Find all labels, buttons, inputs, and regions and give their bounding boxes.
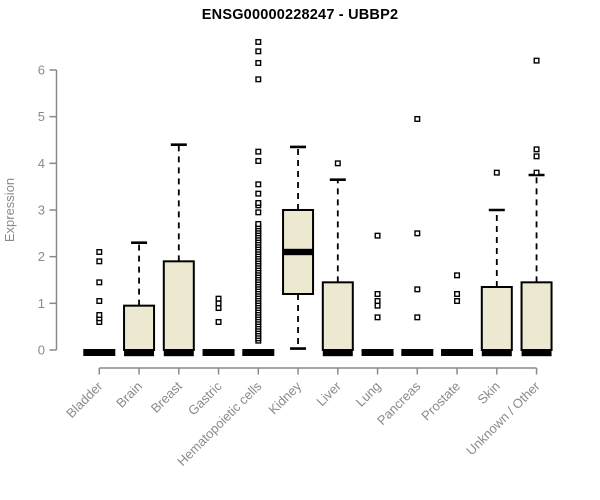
x-category-label: Skin <box>474 379 502 407</box>
y-tick-label: 4 <box>38 156 45 171</box>
collapsed-box-at-zero <box>83 349 116 356</box>
outlier-point <box>374 232 381 239</box>
outlier-point <box>255 38 262 45</box>
median-line <box>481 349 512 357</box>
outlier-point <box>215 304 222 311</box>
x-category-label: Breast <box>148 378 185 415</box>
outlier-point <box>215 318 222 325</box>
outlier-point <box>493 169 500 176</box>
collapsed-box-at-zero <box>202 349 235 356</box>
outlier-point <box>255 59 262 66</box>
median-line <box>283 248 314 256</box>
collapsed-box-at-zero <box>361 349 394 356</box>
collapsed-box-at-zero <box>441 349 474 356</box>
y-tick-label: 2 <box>38 249 45 264</box>
x-category-label: Liver <box>313 378 344 409</box>
y-tick-label: 6 <box>38 62 45 77</box>
outlier-point <box>414 230 421 237</box>
outlier-point <box>255 199 262 206</box>
outlier-point <box>374 302 381 309</box>
outlier-point <box>255 148 262 155</box>
outlier-point <box>96 258 103 265</box>
outlier-point <box>255 181 262 188</box>
median-line <box>163 349 194 357</box>
outlier-point <box>414 314 421 321</box>
outlier-point <box>414 115 421 122</box>
outlier-point <box>374 297 381 304</box>
iqr-box <box>321 281 354 351</box>
x-category-label: Unknown / Other <box>463 378 543 458</box>
median-line <box>322 349 353 357</box>
x-category-label: Bladder <box>63 378 106 421</box>
outlier-point <box>96 297 103 304</box>
outlier-point <box>454 297 461 304</box>
x-category-label: Lung <box>353 379 384 410</box>
outlier-point <box>255 220 262 227</box>
outlier-point <box>374 290 381 297</box>
iqr-box <box>480 285 513 352</box>
outlier-point <box>533 57 540 64</box>
median-line <box>124 349 155 357</box>
outlier-point <box>414 286 421 293</box>
outlier-point <box>334 160 341 167</box>
outlier-point <box>96 248 103 255</box>
outlier-point <box>255 48 262 55</box>
y-tick-label: 0 <box>38 343 45 358</box>
x-category-label: Brain <box>113 379 145 411</box>
outlier-point <box>96 311 103 318</box>
outlier-point <box>255 190 262 197</box>
outlier-point <box>96 279 103 286</box>
x-category-label: Pancreas <box>374 378 424 428</box>
iqr-box <box>520 281 553 351</box>
collapsed-box-at-zero <box>401 349 434 356</box>
x-category-label: Kidney <box>265 378 304 417</box>
median-line <box>521 349 552 357</box>
y-tick-label: 5 <box>38 109 45 124</box>
y-tick-label: 3 <box>38 202 45 217</box>
collapsed-box-at-zero <box>242 349 275 356</box>
outlier-point <box>454 290 461 297</box>
y-axis-title: Expression <box>2 178 17 242</box>
chart-title: ENSG00000228247 - UBBP2 <box>201 7 399 23</box>
outlier-point <box>454 272 461 279</box>
outlier-point <box>533 169 540 176</box>
outlier-point <box>255 76 262 83</box>
outlier-point <box>215 300 222 307</box>
outlier-point <box>255 209 262 216</box>
outlier-point <box>255 157 262 164</box>
x-category-label: Prostate <box>418 379 463 424</box>
outlier-point <box>374 314 381 321</box>
outlier-point <box>533 146 540 153</box>
iqr-box <box>162 260 195 351</box>
y-tick-label: 1 <box>38 296 45 311</box>
outlier-point <box>533 153 540 160</box>
iqr-box <box>123 304 156 352</box>
outlier-point <box>215 295 222 302</box>
